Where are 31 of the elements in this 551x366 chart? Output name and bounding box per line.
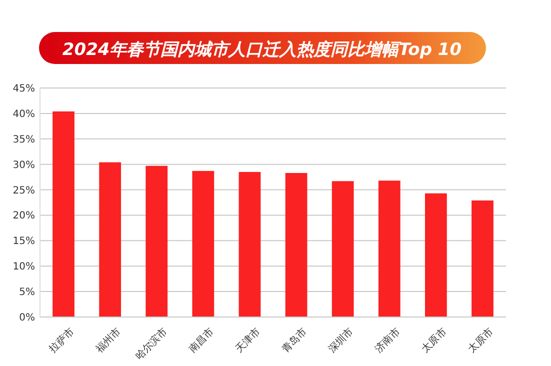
bar <box>192 170 214 317</box>
chart-title: 2024年春节国内城市人口迁入热度同比增幅Top 10 <box>62 40 462 60</box>
bar <box>285 172 308 317</box>
bar <box>99 162 122 317</box>
x-tick-label: 福州市 <box>93 326 124 356</box>
y-tick-label: 20% <box>12 210 35 222</box>
y-tick-label: 10% <box>12 262 35 273</box>
bar <box>146 166 168 317</box>
x-tick-label: 南昌市 <box>186 326 216 356</box>
y-tick-label: 25% <box>12 185 35 196</box>
y-tick-label: 0% <box>19 312 35 324</box>
x-tick-label: 青岛市 <box>280 326 310 356</box>
bar <box>332 181 354 317</box>
x-tick-label: 天津市 <box>233 326 263 356</box>
x-tick-label: 哈尔滨市 <box>132 326 170 362</box>
y-tick-label: 40% <box>12 108 35 120</box>
bar <box>52 111 74 317</box>
x-tick-label: 拉萨市 <box>46 326 77 356</box>
x-tick-label: 太原市 <box>419 326 450 356</box>
y-tick-label: 45% <box>12 84 35 94</box>
bar <box>424 193 447 317</box>
y-tick-label: 35% <box>12 134 35 146</box>
bar <box>378 180 400 317</box>
bar <box>238 172 261 317</box>
x-tick-label: 济南市 <box>372 326 402 356</box>
x-tick-label: 太原市 <box>466 326 496 356</box>
y-tick-label: 5% <box>19 287 35 298</box>
x-tick-label: 深圳市 <box>326 326 356 356</box>
bar <box>472 200 494 317</box>
y-tick-label: 15% <box>12 236 35 248</box>
y-tick-label: 30% <box>12 160 35 171</box>
